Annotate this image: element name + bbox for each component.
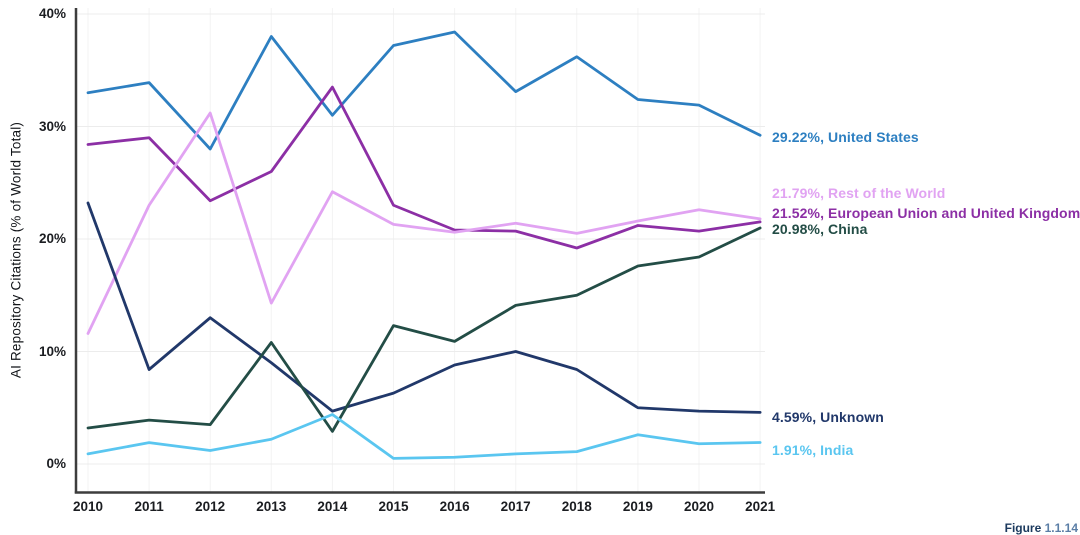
series-line-european-union-and-united-kingdom <box>86 85 762 250</box>
x-tick-label-2012: 2012 <box>195 499 226 514</box>
y-tick-label-40: 40% <box>38 6 66 21</box>
series-end-label-unknown: 4.59%, Unknown <box>772 409 884 426</box>
series-line-unknown <box>86 201 762 414</box>
series-end-label-united-states: 29.22%, United States <box>772 129 919 146</box>
series-end-label-india: 1.91%, India <box>772 441 854 458</box>
series-end-label-china: 20.98%, China <box>772 220 868 237</box>
x-tick-label-2016: 2016 <box>439 499 470 514</box>
x-tick-label-2018: 2018 <box>561 499 592 514</box>
y-axis-title: AI Repository Citations (% of World Tota… <box>8 121 24 379</box>
series-line-china <box>86 226 762 433</box>
x-tick-label-2011: 2011 <box>134 499 164 514</box>
series-end-label-european-union-and-united-kingdom: 21.52%, European Union and United Kingdo… <box>772 204 1080 221</box>
y-tick-label-30: 30% <box>38 118 66 134</box>
x-tick-label-2021: 2021 <box>745 499 776 514</box>
x-tick-label-2019: 2019 <box>622 499 653 514</box>
figure-caption: Figure 1.1.14 <box>1005 521 1078 535</box>
x-tick-label-2015: 2015 <box>378 499 409 514</box>
y-tick-label-10: 10% <box>38 343 66 359</box>
x-tick-label-2020: 2020 <box>683 499 715 514</box>
x-tick-label-2017: 2017 <box>500 499 531 514</box>
figure-caption-number: 1.1.14 <box>1044 521 1078 535</box>
series-line-united-states <box>86 30 762 151</box>
x-tick-label-2014: 2014 <box>317 499 348 514</box>
figure-caption-prefix: Figure <box>1004 521 1042 535</box>
series-end-label-rest-of-the-world: 21.79%, Rest of the World <box>772 184 946 201</box>
y-tick-label-0: 0% <box>46 456 66 471</box>
x-tick-label-2010: 2010 <box>72 499 104 514</box>
series-line-india <box>86 413 762 460</box>
series-line-rest-of-the-world <box>86 111 762 335</box>
x-tick-label-2013: 2013 <box>256 499 287 514</box>
y-tick-label-20: 20% <box>38 231 66 246</box>
